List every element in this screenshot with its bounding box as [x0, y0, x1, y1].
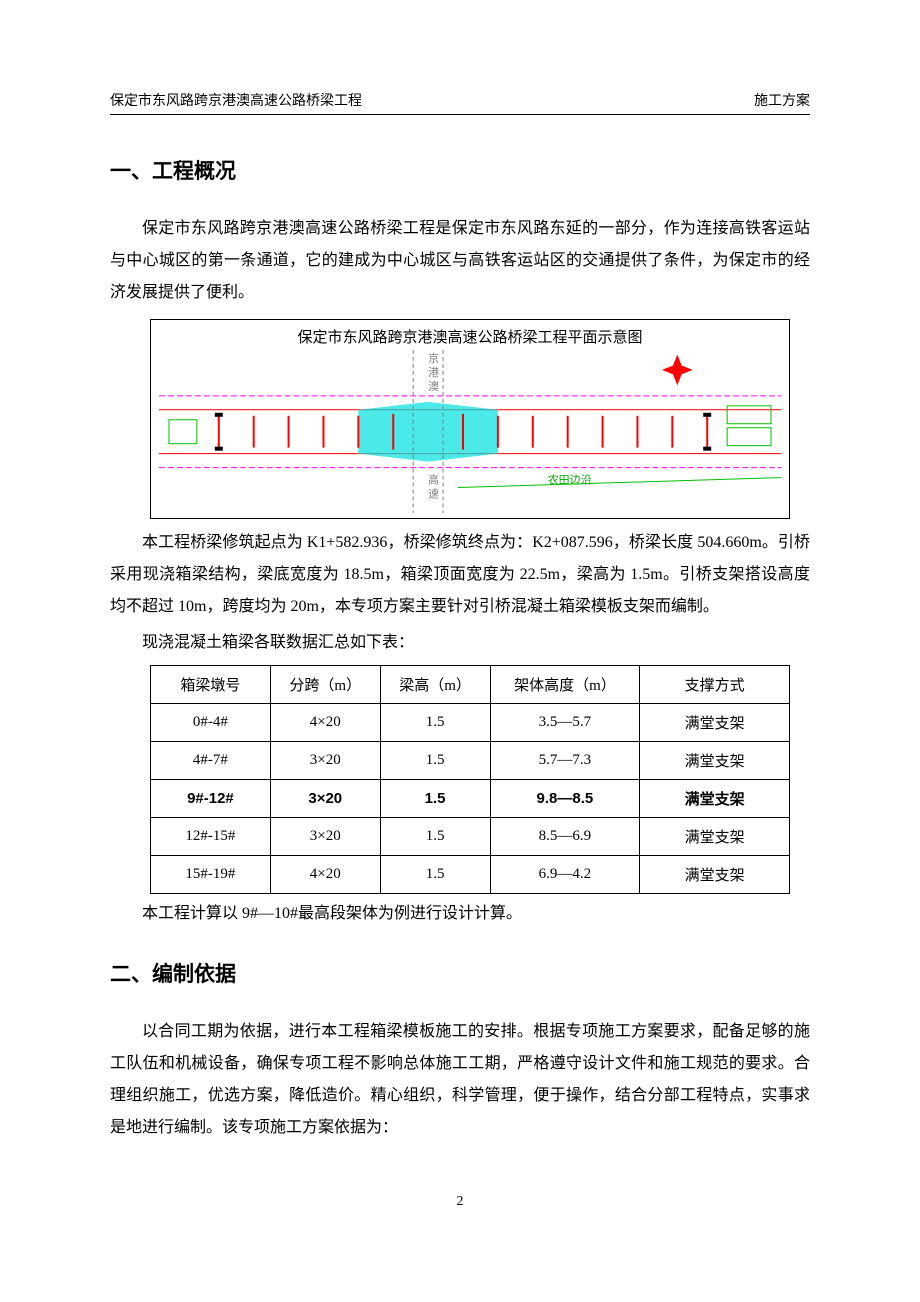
table-cell: 0#-4#: [151, 704, 271, 742]
table-cell: 12#-15#: [151, 818, 271, 856]
table-cell: 满堂支架: [640, 780, 790, 818]
page-number: 2: [110, 1194, 810, 1210]
table-cell: 4×20: [270, 856, 380, 894]
table-cell: 15#-19#: [151, 856, 271, 894]
diagram-svg: 京 港 澳 高 速 农田边沿: [159, 350, 781, 513]
table-cell: 5.7—7.3: [490, 742, 640, 780]
table-row: 9#-12#3×201.59.8—8.5满堂支架: [151, 780, 790, 818]
section1-p4: 本工程计算以 9#—10#最高段架体为例进行设计计算。: [110, 898, 810, 930]
table-cell: 3×20: [270, 780, 380, 818]
table-cell: 1.5: [380, 742, 490, 780]
header-left: 保定市东风路跨京港澳高速公路桥梁工程: [110, 90, 362, 110]
table-cell: 3.5—5.7: [490, 704, 640, 742]
table-cell: 6.9—4.2: [490, 856, 640, 894]
table-cell: 1.5: [380, 856, 490, 894]
table-cell: 1.5: [380, 780, 490, 818]
table-row: 0#-4#4×201.53.5—5.7满堂支架: [151, 704, 790, 742]
table-header-cell: 架体高度（m）: [490, 666, 640, 704]
diagram-title: 保定市东风路跨京港澳高速公路桥梁工程平面示意图: [151, 326, 789, 347]
table-cell: 3×20: [270, 818, 380, 856]
section2-title: 二、编制依据: [110, 958, 810, 988]
hw-label-4: 高: [428, 473, 439, 487]
section1-p1: 保定市东风路跨京港澳高速公路桥梁工程是保定市东风路东延的一部分，作为连接高铁客运…: [110, 213, 810, 309]
table-cell: 4#-7#: [151, 742, 271, 780]
table-header-cell: 支撑方式: [640, 666, 790, 704]
section1-p3: 现浇混凝土箱梁各联数据汇总如下表：: [110, 627, 810, 659]
section1-p2: 本工程桥梁修筑起点为 K1+582.936，桥梁修筑终点为：K2+087.596…: [110, 527, 810, 623]
table-row: 4#-7#3×201.55.7—7.3满堂支架: [151, 742, 790, 780]
hw-label-2: 港: [428, 366, 439, 379]
table-row: 12#-15#3×201.58.5—6.9满堂支架: [151, 818, 790, 856]
table-row: 15#-19#4×201.56.9—4.2满堂支架: [151, 856, 790, 894]
table-cell: 4×20: [270, 704, 380, 742]
table-header-row: 箱梁墩号分跨（m）梁高（m）架体高度（m）支撑方式: [151, 666, 790, 704]
table-cell: 满堂支架: [640, 704, 790, 742]
table-cell: 满堂支架: [640, 742, 790, 780]
table-cell: 9.8—8.5: [490, 780, 640, 818]
hw-label-5: 速: [428, 488, 439, 501]
beam-data-table: 箱梁墩号分跨（m）梁高（m）架体高度（m）支撑方式 0#-4#4×201.53.…: [150, 665, 790, 894]
table-cell: 8.5—6.9: [490, 818, 640, 856]
table-header-cell: 分跨（m）: [270, 666, 380, 704]
table-header-cell: 箱梁墩号: [151, 666, 271, 704]
hw-label-1: 京: [428, 351, 439, 365]
header-right: 施工方案: [754, 90, 810, 110]
table-cell: 1.5: [380, 704, 490, 742]
page-header: 保定市东风路跨京港澳高速公路桥梁工程 施工方案: [110, 90, 810, 115]
table-cell: 9#-12#: [151, 780, 271, 818]
table-cell: 1.5: [380, 818, 490, 856]
table-cell: 满堂支架: [640, 856, 790, 894]
section1-title: 一、工程概况: [110, 155, 810, 185]
table-header-cell: 梁高（m）: [380, 666, 490, 704]
table-cell: 满堂支架: [640, 818, 790, 856]
field-label: 农田边沿: [548, 473, 592, 487]
hw-label-3: 澳: [428, 380, 439, 393]
plan-diagram: 保定市东风路跨京港澳高速公路桥梁工程平面示意图: [150, 319, 790, 519]
table-cell: 3×20: [270, 742, 380, 780]
section2-p1: 以合同工期为依据，进行本工程箱梁模板施工的安排。根据专项施工方案要求，配备足够的…: [110, 1016, 810, 1144]
